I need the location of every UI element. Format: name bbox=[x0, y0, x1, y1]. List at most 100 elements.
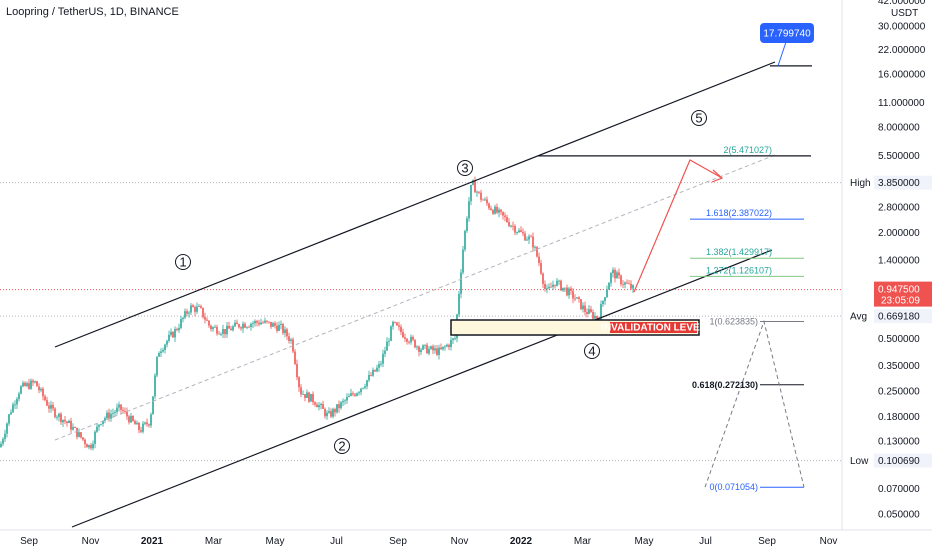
candle-body bbox=[60, 413, 62, 423]
candle-body bbox=[148, 424, 150, 426]
candle-body bbox=[236, 322, 238, 325]
candle-body bbox=[40, 388, 42, 391]
candle-body bbox=[314, 402, 316, 405]
candle-body bbox=[322, 404, 324, 409]
candle-body bbox=[58, 413, 60, 417]
candle-body bbox=[432, 346, 434, 351]
candle-body bbox=[356, 393, 358, 396]
candle-body bbox=[532, 236, 534, 248]
price-tick-label: 0.130000 bbox=[878, 437, 920, 448]
candle-body bbox=[136, 422, 138, 425]
candle-body bbox=[290, 339, 292, 341]
candle-body bbox=[108, 412, 110, 419]
candle-body bbox=[280, 324, 282, 325]
candle-body bbox=[150, 414, 152, 426]
candle-body bbox=[384, 350, 386, 354]
fib-extension-label: 2(5.471027) bbox=[723, 145, 772, 155]
price-tick-label: 30.000000 bbox=[878, 22, 926, 33]
candle-body bbox=[454, 338, 456, 340]
candle-body bbox=[276, 325, 278, 331]
candle-body bbox=[190, 305, 192, 313]
candle-body bbox=[460, 272, 462, 294]
candle-body bbox=[168, 334, 170, 341]
price-tick-label: 0.050000 bbox=[878, 510, 920, 521]
candle-body bbox=[250, 323, 252, 327]
candle-body bbox=[566, 287, 568, 296]
price-axis[interactable]: 42.000000 30.000000 22.000000 16.000000 11.0… bbox=[844, 0, 932, 521]
candle-body bbox=[0, 443, 2, 448]
candle-body bbox=[426, 344, 428, 354]
wave-label: 3 bbox=[461, 161, 468, 176]
candle-body bbox=[118, 404, 120, 408]
wave-circle bbox=[175, 254, 191, 270]
candle-body bbox=[512, 225, 514, 227]
price-tick-label: 5.500000 bbox=[878, 151, 920, 162]
candle-body bbox=[592, 311, 594, 319]
time-tick-label: Jul bbox=[330, 536, 343, 547]
candle-body bbox=[544, 284, 546, 290]
candle-body bbox=[96, 426, 98, 432]
candle-body bbox=[568, 288, 570, 296]
candle-body bbox=[38, 386, 40, 391]
candle-body bbox=[46, 400, 48, 406]
candle-body bbox=[520, 230, 522, 232]
candle-body bbox=[206, 319, 208, 321]
candle-body bbox=[178, 327, 180, 331]
candle-body bbox=[348, 395, 350, 398]
time-tick-label: 2021 bbox=[141, 536, 164, 547]
candle-body bbox=[270, 321, 272, 327]
candle-body bbox=[530, 236, 532, 238]
candle-body bbox=[382, 353, 384, 364]
candle-body bbox=[102, 420, 104, 424]
candle-body bbox=[368, 374, 370, 381]
candle-body bbox=[224, 329, 226, 335]
candle-body bbox=[324, 408, 326, 417]
candle-body bbox=[82, 437, 84, 440]
candle-body bbox=[130, 415, 132, 423]
candle-body bbox=[256, 321, 258, 323]
candle-body bbox=[212, 327, 214, 330]
low-tag-label: Low bbox=[850, 456, 869, 467]
candle-body bbox=[228, 325, 230, 329]
candle-body bbox=[524, 233, 526, 241]
candle-body bbox=[358, 392, 360, 394]
candle-body bbox=[48, 405, 50, 409]
candle-body bbox=[438, 347, 440, 355]
candle-body bbox=[470, 184, 472, 202]
candle-body bbox=[434, 348, 436, 351]
candle-body bbox=[302, 394, 304, 395]
candle-body bbox=[2, 439, 4, 444]
high-tag-label: High bbox=[850, 178, 871, 189]
candle-body bbox=[92, 443, 94, 449]
candle-body bbox=[610, 273, 612, 283]
candle-body bbox=[88, 444, 90, 448]
candle-body bbox=[504, 215, 506, 218]
candle-body bbox=[540, 263, 542, 274]
candle-body bbox=[30, 380, 32, 389]
wave-label: 1 bbox=[179, 255, 186, 270]
candle-body bbox=[562, 287, 564, 291]
candle-body bbox=[198, 306, 200, 307]
candle-body bbox=[604, 297, 606, 301]
candle-body bbox=[94, 431, 96, 444]
candle-body bbox=[374, 369, 376, 372]
candle-body bbox=[44, 396, 46, 401]
candle-body bbox=[572, 290, 574, 299]
price-tick-label: 0.250000 bbox=[878, 387, 920, 398]
candle-body bbox=[122, 409, 124, 412]
fib-extension-label: 1.272(1.126107) bbox=[706, 265, 772, 275]
candle-body bbox=[422, 345, 424, 350]
candle-body bbox=[176, 329, 178, 331]
target-callout-pointer bbox=[777, 41, 787, 67]
candle-body bbox=[464, 230, 466, 250]
candle-body bbox=[26, 383, 28, 386]
candle-body bbox=[172, 331, 174, 338]
candle-body bbox=[628, 283, 630, 285]
time-axis[interactable]: Sep Nov 2021 Mar May Jul Sep Nov 2022 Mar May Jul Se… bbox=[20, 536, 837, 547]
candle-body bbox=[180, 319, 182, 328]
candle-body bbox=[8, 414, 10, 424]
candle-body bbox=[590, 309, 592, 312]
candle-body bbox=[514, 226, 516, 233]
candle-body bbox=[388, 340, 390, 342]
